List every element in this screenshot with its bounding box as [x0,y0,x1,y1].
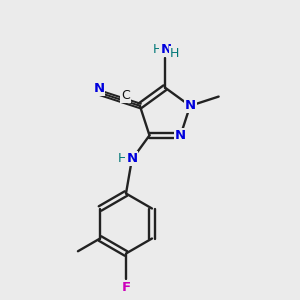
Text: N: N [93,82,104,95]
Text: N: N [175,129,186,142]
Text: N: N [160,43,172,56]
Text: N: N [126,152,137,165]
Text: N: N [184,99,196,112]
Text: H: H [170,47,179,60]
Text: C: C [121,89,130,102]
Text: H: H [118,152,127,165]
Text: F: F [122,281,130,294]
Text: H: H [153,43,162,56]
